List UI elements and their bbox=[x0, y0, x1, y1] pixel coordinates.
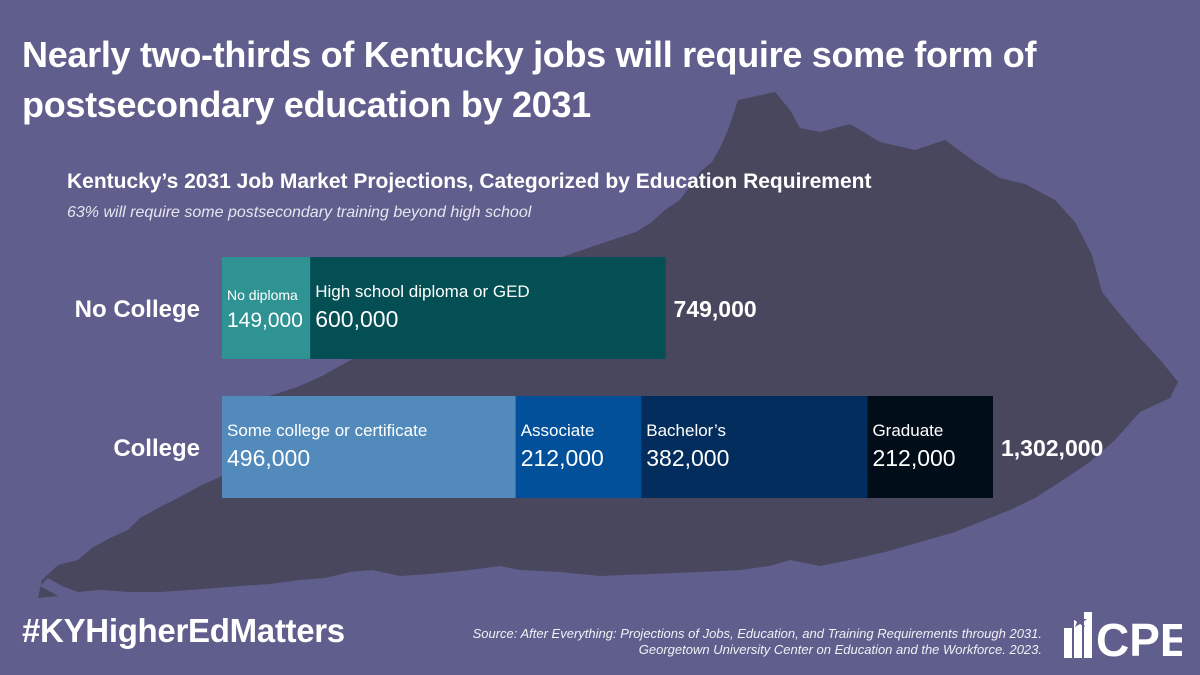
source-citation: Source: After Everything: Projections of… bbox=[342, 626, 1042, 658]
row-label: College bbox=[113, 435, 200, 462]
bar-segment bbox=[641, 396, 868, 498]
bar-segment bbox=[515, 396, 642, 498]
source-line-1: Source: After Everything: Projections of… bbox=[472, 626, 1042, 641]
source-line-2: Georgetown University Center on Educatio… bbox=[638, 642, 1042, 657]
segment-name-label: Some college or certificate bbox=[227, 421, 427, 440]
segment-name-label: Associate bbox=[521, 421, 595, 440]
cpe-logo: CPE bbox=[1062, 610, 1191, 666]
segment-value-label: 212,000 bbox=[521, 445, 604, 471]
logo-text: CPE bbox=[1096, 614, 1182, 660]
segment-value-label: 382,000 bbox=[646, 445, 729, 471]
row-total-label: 749,000 bbox=[674, 296, 757, 322]
segment-value-label: 149,000 bbox=[227, 309, 303, 332]
star-people-icon: CPE bbox=[1064, 612, 1191, 666]
bar-segment bbox=[222, 396, 516, 498]
headline: Nearly two-thirds of Kentucky jobs will … bbox=[22, 34, 1037, 125]
segment-value-label: 600,000 bbox=[315, 306, 398, 332]
segment-value-label: 496,000 bbox=[227, 445, 310, 471]
bar-segment bbox=[310, 257, 666, 359]
row-total-label: 1,302,000 bbox=[1001, 435, 1103, 461]
segment-name-label: No diploma bbox=[227, 287, 298, 303]
chart-title: Kentucky’s 2031 Job Market Projections, … bbox=[67, 170, 872, 193]
segment-name-label: High school diploma or GED bbox=[315, 282, 529, 301]
segment-value-label: 212,000 bbox=[872, 445, 955, 471]
bar-segment bbox=[867, 396, 993, 498]
chart-subtitle: 63% will require some postsecondary trai… bbox=[67, 204, 532, 221]
hashtag: #KYHigherEdMatters bbox=[22, 612, 345, 649]
bar-segment bbox=[222, 257, 311, 359]
row-label: No College bbox=[75, 296, 200, 323]
segment-name-label: Bachelor’s bbox=[646, 421, 726, 440]
segment-name-label: Graduate bbox=[872, 421, 943, 440]
